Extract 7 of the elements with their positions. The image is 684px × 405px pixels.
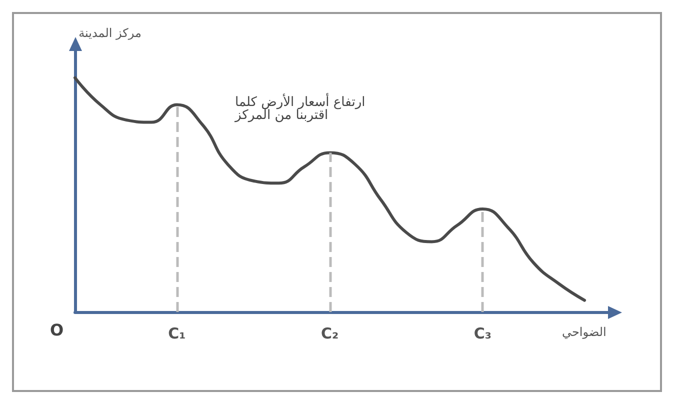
- text: O: [50, 320, 64, 340]
- x-tick-label: C₁: [168, 324, 186, 342]
- x-tick-label: C₃: [474, 324, 492, 342]
- annotation: ارتفاع أسعار الأرض كلما اقتربنا من المركز: [234, 93, 366, 123]
- y-axis-title: مركز المدينة: [78, 26, 142, 40]
- x-axis-title: الضواحي: [562, 325, 606, 339]
- x-tick-label: C₂: [320, 324, 339, 342]
